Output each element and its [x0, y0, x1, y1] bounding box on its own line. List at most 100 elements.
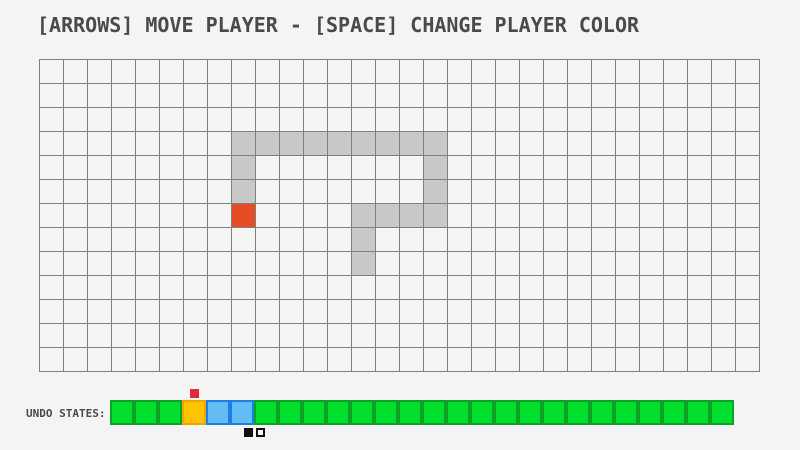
grid-cell [400, 156, 424, 180]
grid-cell [472, 348, 496, 372]
grid-cell [568, 300, 592, 324]
grid-cell [112, 156, 136, 180]
undo-state-cell-green [494, 400, 518, 425]
grid-cell [448, 348, 472, 372]
grid-cell [40, 84, 64, 108]
grid-cell [328, 228, 352, 252]
grid-cell [184, 108, 208, 132]
grid-cell [688, 300, 712, 324]
grid-cell [208, 252, 232, 276]
grid-cell [112, 132, 136, 156]
grid-cell [304, 60, 328, 84]
grid-cell [496, 324, 520, 348]
grid-cell [592, 156, 616, 180]
grid-cell [640, 84, 664, 108]
trail-cell [400, 132, 424, 156]
grid-cell [448, 300, 472, 324]
grid-cell [328, 252, 352, 276]
grid-cell [64, 180, 88, 204]
grid-cell [736, 204, 760, 228]
grid-cell [280, 252, 304, 276]
grid-cell [568, 60, 592, 84]
grid-cell [88, 252, 112, 276]
undo-state-cell-blue [230, 400, 254, 425]
grid-cell [136, 300, 160, 324]
grid-cell [304, 348, 328, 372]
grid-cell [472, 252, 496, 276]
grid-cell [256, 60, 280, 84]
grid-cell [688, 84, 712, 108]
grid-cell [256, 324, 280, 348]
grid-cell [160, 180, 184, 204]
grid-cell [160, 132, 184, 156]
grid-cell [40, 252, 64, 276]
grid-cell [400, 276, 424, 300]
trail-cell [424, 180, 448, 204]
grid-cell [712, 60, 736, 84]
grid-cell [640, 324, 664, 348]
grid-cell [664, 252, 688, 276]
grid-cell [136, 132, 160, 156]
grid-cell [160, 276, 184, 300]
undo-state-cell-green [518, 400, 542, 425]
grid-cell [112, 300, 136, 324]
grid-cell [616, 276, 640, 300]
grid-cell [424, 324, 448, 348]
grid-cell [640, 276, 664, 300]
grid-cell [496, 300, 520, 324]
trail-cell [232, 132, 256, 156]
undo-state-cell-green [614, 400, 638, 425]
grid-cell [496, 84, 520, 108]
grid-cell [544, 156, 568, 180]
grid-cell [664, 180, 688, 204]
grid-cell [472, 228, 496, 252]
grid-cell [232, 228, 256, 252]
grid-cell [496, 108, 520, 132]
grid-cell [256, 300, 280, 324]
grid-cell [40, 60, 64, 84]
grid-cell [472, 324, 496, 348]
grid-cell [184, 132, 208, 156]
grid-cell [592, 300, 616, 324]
grid-cell [400, 324, 424, 348]
grid-cell [400, 252, 424, 276]
grid-cell [112, 324, 136, 348]
grid-cell [160, 300, 184, 324]
grid-cell [448, 276, 472, 300]
grid-cell [616, 228, 640, 252]
grid-cell [712, 108, 736, 132]
grid-cell [376, 156, 400, 180]
grid-cell [664, 132, 688, 156]
game-grid[interactable] [39, 59, 760, 372]
grid-cell [688, 348, 712, 372]
undo-state-cell-green [710, 400, 734, 425]
grid-cell [448, 180, 472, 204]
grid-cell [352, 156, 376, 180]
grid-cell [592, 60, 616, 84]
grid-cell [136, 84, 160, 108]
grid-cell [424, 300, 448, 324]
grid-cell [448, 60, 472, 84]
grid-cell [640, 108, 664, 132]
grid-cell [136, 252, 160, 276]
grid-cell [424, 108, 448, 132]
grid-cell [736, 108, 760, 132]
grid-cell [736, 84, 760, 108]
grid-cell [184, 252, 208, 276]
grid-cell [64, 108, 88, 132]
grid-cell [280, 156, 304, 180]
grid-cell [280, 108, 304, 132]
grid-cell [304, 204, 328, 228]
grid-cell [568, 228, 592, 252]
grid-cell [328, 156, 352, 180]
grid-cell [304, 276, 328, 300]
trail-cell [256, 132, 280, 156]
grid-cell [88, 132, 112, 156]
grid-cell [496, 204, 520, 228]
grid-cell [304, 180, 328, 204]
grid-cell [208, 228, 232, 252]
grid-cell [112, 252, 136, 276]
grid-cell [568, 324, 592, 348]
grid-cell [256, 228, 280, 252]
grid-cell [280, 300, 304, 324]
